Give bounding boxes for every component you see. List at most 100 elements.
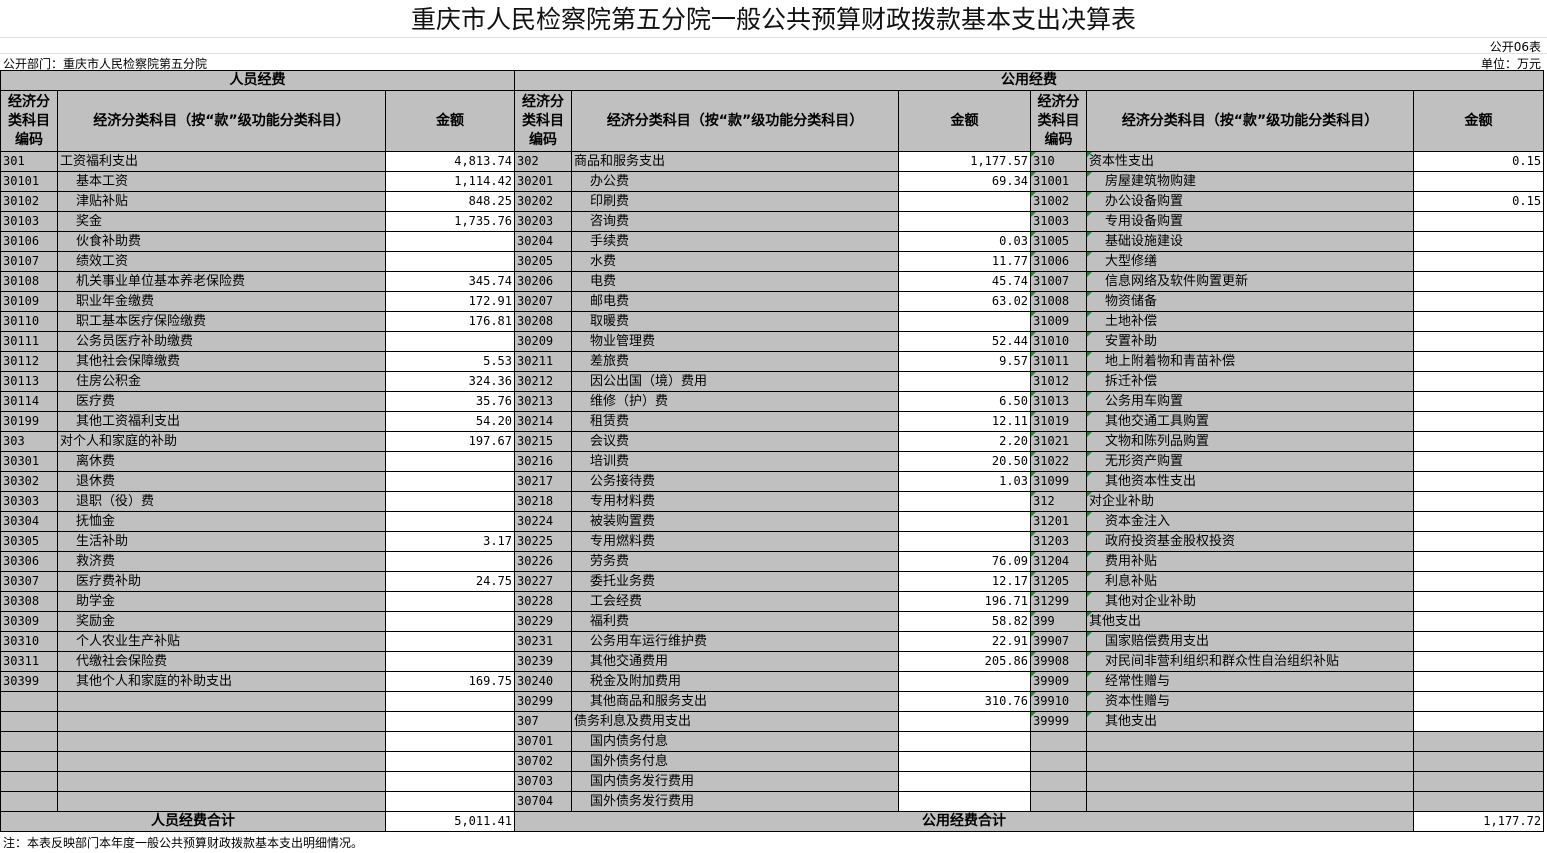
- code-cell[interactable]: 30111: [0, 331, 58, 352]
- amount-cell[interactable]: [1413, 731, 1545, 752]
- amount-cell[interactable]: [384, 691, 516, 712]
- code-cell[interactable]: 30213: [514, 391, 573, 412]
- amount-cell[interactable]: 0.03: [898, 231, 1032, 252]
- amount-cell[interactable]: [1413, 291, 1545, 312]
- name-cell[interactable]: 对企业补助: [1086, 491, 1415, 512]
- amount-cell[interactable]: [1413, 451, 1545, 472]
- code-cell[interactable]: 31203: [1030, 531, 1088, 552]
- name-cell[interactable]: 资本性支出: [1086, 151, 1415, 172]
- code-cell[interactable]: 30225: [514, 531, 573, 552]
- code-cell[interactable]: [1030, 751, 1088, 772]
- amount-cell[interactable]: [1413, 651, 1545, 672]
- amount-cell[interactable]: 52.44: [898, 331, 1032, 352]
- amount-cell[interactable]: [898, 531, 1032, 552]
- name-cell[interactable]: 税金及附加费用: [571, 671, 900, 692]
- amount-cell[interactable]: 35.76: [384, 391, 516, 412]
- name-cell[interactable]: 绩效工资: [57, 251, 386, 272]
- name-cell[interactable]: 办公设备购置: [1086, 191, 1415, 212]
- code-cell[interactable]: 30701: [514, 731, 573, 752]
- name-cell[interactable]: 退职（役）费: [57, 491, 386, 512]
- code-cell[interactable]: 30211: [514, 351, 573, 372]
- code-cell[interactable]: 30303: [0, 491, 58, 512]
- name-cell[interactable]: [1086, 731, 1415, 752]
- amount-cell[interactable]: [898, 191, 1032, 212]
- name-cell[interactable]: 利息补贴: [1086, 571, 1415, 592]
- amount-cell[interactable]: 12.11: [898, 411, 1032, 432]
- name-cell[interactable]: 救济费: [57, 551, 386, 572]
- code-cell[interactable]: 31009: [1030, 311, 1088, 332]
- name-cell[interactable]: 维修（护）费: [571, 391, 900, 412]
- code-cell[interactable]: 30304: [0, 511, 58, 532]
- name-cell[interactable]: [1086, 791, 1415, 812]
- name-cell[interactable]: 工资福利支出: [57, 151, 386, 172]
- code-cell[interactable]: 31013: [1030, 391, 1088, 412]
- name-cell[interactable]: [1086, 771, 1415, 792]
- name-cell[interactable]: 大型修缮: [1086, 251, 1415, 272]
- amount-cell[interactable]: 205.86: [898, 651, 1032, 672]
- name-cell[interactable]: 国外债务付息: [571, 751, 900, 772]
- amount-cell[interactable]: 9.57: [898, 351, 1032, 372]
- code-cell[interactable]: 30301: [0, 451, 58, 472]
- name-cell[interactable]: 被装购置费: [571, 511, 900, 532]
- amount-cell[interactable]: [898, 711, 1032, 732]
- amount-cell[interactable]: [1413, 271, 1545, 292]
- name-cell[interactable]: 文物和陈列品购置: [1086, 431, 1415, 452]
- code-cell[interactable]: 31001: [1030, 171, 1088, 192]
- amount-cell[interactable]: [384, 771, 516, 792]
- code-cell[interactable]: 31010: [1030, 331, 1088, 352]
- name-cell[interactable]: 电费: [571, 271, 900, 292]
- name-cell[interactable]: 专用设备购置: [1086, 211, 1415, 232]
- name-cell[interactable]: 抚恤金: [57, 511, 386, 532]
- name-cell[interactable]: 奖励金: [57, 611, 386, 632]
- code-cell[interactable]: [0, 771, 58, 792]
- code-cell[interactable]: [0, 791, 58, 812]
- amount-cell[interactable]: 3.17: [384, 531, 516, 552]
- code-cell[interactable]: 30102: [0, 191, 58, 212]
- code-cell[interactable]: 31008: [1030, 291, 1088, 312]
- code-cell[interactable]: 30311: [0, 651, 58, 672]
- amount-cell[interactable]: [384, 511, 516, 532]
- code-cell[interactable]: 30309: [0, 611, 58, 632]
- name-cell[interactable]: 委托业务费: [571, 571, 900, 592]
- code-cell[interactable]: 30207: [514, 291, 573, 312]
- amount-cell[interactable]: [384, 251, 516, 272]
- code-cell[interactable]: 31204: [1030, 551, 1088, 572]
- name-cell[interactable]: 对民间非营利组织和群众性自治组织补贴: [1086, 651, 1415, 672]
- code-cell[interactable]: 30109: [0, 291, 58, 312]
- amount-cell[interactable]: [384, 731, 516, 752]
- amount-cell[interactable]: [384, 451, 516, 472]
- code-cell[interactable]: 301: [0, 151, 58, 172]
- amount-cell[interactable]: [898, 751, 1032, 772]
- name-cell[interactable]: [57, 731, 386, 752]
- code-cell[interactable]: 30704: [514, 791, 573, 812]
- code-cell[interactable]: 31019: [1030, 411, 1088, 432]
- code-cell[interactable]: 30217: [514, 471, 573, 492]
- code-cell[interactable]: 302: [514, 151, 573, 172]
- amount-cell[interactable]: 12.17: [898, 571, 1032, 592]
- code-cell[interactable]: 30703: [514, 771, 573, 792]
- code-cell[interactable]: 30107: [0, 251, 58, 272]
- code-cell[interactable]: 30203: [514, 211, 573, 232]
- code-cell[interactable]: 30101: [0, 171, 58, 192]
- amount-cell[interactable]: 1,735.76: [384, 211, 516, 232]
- name-cell[interactable]: 公务员医疗补助缴费: [57, 331, 386, 352]
- name-cell[interactable]: 地上附着物和青苗补偿: [1086, 351, 1415, 372]
- amount-cell[interactable]: 54.20: [384, 411, 516, 432]
- name-cell[interactable]: 工会经费: [571, 591, 900, 612]
- code-cell[interactable]: 30299: [514, 691, 573, 712]
- name-cell[interactable]: 劳务费: [571, 551, 900, 572]
- amount-cell[interactable]: [1413, 251, 1545, 272]
- code-cell[interactable]: 31012: [1030, 371, 1088, 392]
- name-cell[interactable]: [57, 711, 386, 732]
- amount-cell[interactable]: [1413, 431, 1545, 452]
- amount-cell[interactable]: [384, 591, 516, 612]
- name-cell[interactable]: 职工基本医疗保险缴费: [57, 311, 386, 332]
- amount-cell[interactable]: [1413, 351, 1545, 372]
- name-cell[interactable]: 专用燃料费: [571, 531, 900, 552]
- amount-cell[interactable]: [1413, 391, 1545, 412]
- amount-cell[interactable]: [898, 211, 1032, 232]
- amount-cell[interactable]: [1413, 231, 1545, 252]
- name-cell[interactable]: [1086, 751, 1415, 772]
- name-cell[interactable]: 土地补偿: [1086, 311, 1415, 332]
- amount-cell[interactable]: [384, 791, 516, 812]
